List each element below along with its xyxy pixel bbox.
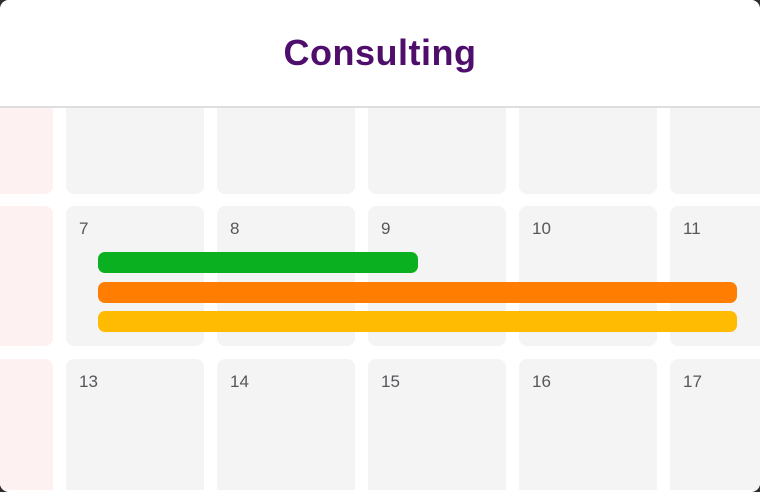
date-label: 7: [79, 219, 89, 238]
date-label: 14: [230, 372, 249, 391]
day-cell[interactable]: [217, 108, 355, 194]
event-bar-orange-event[interactable]: [98, 282, 737, 303]
date-label: 13: [79, 372, 98, 391]
weekend-day-cell[interactable]: [0, 108, 53, 194]
date-label: 15: [381, 372, 400, 391]
date-label: 16: [532, 372, 551, 391]
event-bar-green-event[interactable]: [98, 252, 418, 273]
date-label: 9: [381, 219, 391, 238]
day-cell[interactable]: [66, 108, 204, 194]
page-title: Consulting: [283, 32, 477, 73]
date-label: [0, 206, 53, 220]
day-cell[interactable]: 16: [519, 359, 657, 490]
event-bar-yellow-event[interactable]: [98, 311, 737, 332]
day-cell[interactable]: [368, 108, 506, 194]
day-cell[interactable]: 13: [66, 359, 204, 490]
weekend-day-cell[interactable]: [0, 359, 53, 490]
calendar-grid: 7 8 9 10 11 13 14 15 16 17: [0, 108, 760, 490]
day-cell[interactable]: 15: [368, 359, 506, 490]
day-cell[interactable]: [670, 108, 760, 194]
day-cell[interactable]: [519, 108, 657, 194]
weekend-day-cell[interactable]: [0, 206, 53, 346]
date-label: [0, 359, 53, 373]
header: Consulting: [0, 0, 760, 108]
date-label: 17: [683, 372, 702, 391]
day-cell[interactable]: 14: [217, 359, 355, 490]
date-label: 10: [532, 219, 551, 238]
day-cell[interactable]: 17: [670, 359, 760, 490]
date-label: 8: [230, 219, 240, 238]
date-label: 11: [683, 219, 701, 238]
